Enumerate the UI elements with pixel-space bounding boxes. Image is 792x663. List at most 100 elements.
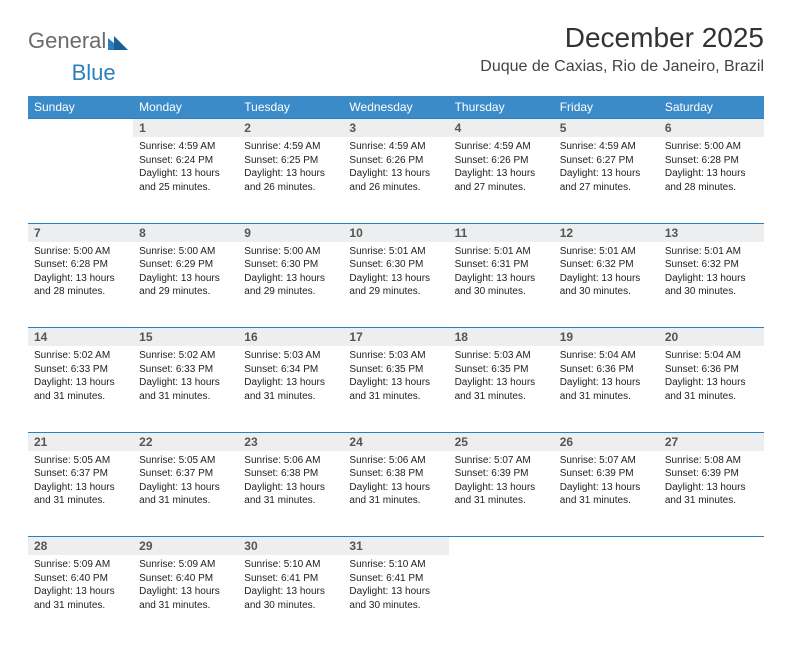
sunset-text: Sunset: 6:31 PM [455,258,548,272]
day-number-empty [659,537,764,556]
weekday-header: Friday [554,96,659,119]
weekday-header: Monday [133,96,238,119]
daynum-row: 28293031 [28,537,764,556]
daylight-text: Daylight: 13 hours [665,272,758,286]
brand-logo: General [28,22,130,54]
sunrise-text: Sunrise: 5:04 AM [560,349,653,363]
sunset-text: Sunset: 6:30 PM [244,258,337,272]
brand-part1: General [28,28,106,54]
sunset-text: Sunset: 6:32 PM [560,258,653,272]
daylight-text: Daylight: 13 hours [560,272,653,286]
day-cell-empty [28,137,133,223]
daybody-row: Sunrise: 5:00 AMSunset: 6:28 PMDaylight:… [28,242,764,328]
sunrise-text: Sunrise: 5:01 AM [665,245,758,259]
day-cell: Sunrise: 5:03 AMSunset: 6:34 PMDaylight:… [238,346,343,432]
day-cell: Sunrise: 5:01 AMSunset: 6:32 PMDaylight:… [554,242,659,328]
daylight-text: and 31 minutes. [244,494,337,508]
day-cell-empty [449,555,554,641]
sunset-text: Sunset: 6:36 PM [560,363,653,377]
day-cell: Sunrise: 4:59 AMSunset: 6:27 PMDaylight:… [554,137,659,223]
sunset-text: Sunset: 6:34 PM [244,363,337,377]
sunset-text: Sunset: 6:27 PM [560,154,653,168]
sunset-text: Sunset: 6:30 PM [349,258,442,272]
day-number: 30 [238,537,343,556]
sunrise-text: Sunrise: 5:01 AM [560,245,653,259]
daylight-text: and 28 minutes. [34,285,127,299]
daybody-row: Sunrise: 5:05 AMSunset: 6:37 PMDaylight:… [28,451,764,537]
day-number: 22 [133,432,238,451]
day-number: 20 [659,328,764,347]
day-number: 3 [343,119,448,138]
day-number: 13 [659,223,764,242]
day-number: 14 [28,328,133,347]
day-number: 27 [659,432,764,451]
daylight-text: Daylight: 13 hours [139,272,232,286]
daylight-text: Daylight: 13 hours [34,585,127,599]
sunrise-text: Sunrise: 5:07 AM [455,454,548,468]
day-cell-empty [659,555,764,641]
sunrise-text: Sunrise: 5:10 AM [244,558,337,572]
day-number-empty [554,537,659,556]
day-number: 1 [133,119,238,138]
sunrise-text: Sunrise: 5:01 AM [349,245,442,259]
daylight-text: Daylight: 13 hours [455,272,548,286]
sunset-text: Sunset: 6:28 PM [665,154,758,168]
sunrise-text: Sunrise: 4:59 AM [349,140,442,154]
sunrise-text: Sunrise: 5:00 AM [34,245,127,259]
sunset-text: Sunset: 6:40 PM [139,572,232,586]
calendar-page: General December 2025 Duque de Caxias, R… [0,0,792,663]
day-number: 26 [554,432,659,451]
daylight-text: and 31 minutes. [455,494,548,508]
sunset-text: Sunset: 6:38 PM [244,467,337,481]
daylight-text: and 31 minutes. [34,390,127,404]
weekday-header: Saturday [659,96,764,119]
sunset-text: Sunset: 6:25 PM [244,154,337,168]
daylight-text: Daylight: 13 hours [139,167,232,181]
sunset-text: Sunset: 6:33 PM [34,363,127,377]
sunrise-text: Sunrise: 5:00 AM [139,245,232,259]
day-cell: Sunrise: 5:09 AMSunset: 6:40 PMDaylight:… [28,555,133,641]
sunrise-text: Sunrise: 4:59 AM [244,140,337,154]
sunset-text: Sunset: 6:39 PM [560,467,653,481]
sunrise-text: Sunrise: 5:08 AM [665,454,758,468]
daylight-text: and 31 minutes. [139,599,232,613]
calendar-table: Sunday Monday Tuesday Wednesday Thursday… [28,96,764,641]
day-cell: Sunrise: 5:10 AMSunset: 6:41 PMDaylight:… [343,555,448,641]
daylight-text: Daylight: 13 hours [665,481,758,495]
daylight-text: Daylight: 13 hours [349,167,442,181]
daylight-text: and 31 minutes. [665,390,758,404]
sunrise-text: Sunrise: 5:03 AM [455,349,548,363]
day-cell: Sunrise: 5:05 AMSunset: 6:37 PMDaylight:… [28,451,133,537]
sunrise-text: Sunrise: 5:04 AM [665,349,758,363]
day-cell: Sunrise: 5:04 AMSunset: 6:36 PMDaylight:… [659,346,764,432]
weekday-header: Sunday [28,96,133,119]
day-number-empty [449,537,554,556]
daynum-row: 78910111213 [28,223,764,242]
daylight-text: and 30 minutes. [455,285,548,299]
day-cell: Sunrise: 5:00 AMSunset: 6:28 PMDaylight:… [28,242,133,328]
sunset-text: Sunset: 6:33 PM [139,363,232,377]
sunrise-text: Sunrise: 5:03 AM [349,349,442,363]
daylight-text: and 29 minutes. [349,285,442,299]
sunset-text: Sunset: 6:29 PM [139,258,232,272]
sunrise-text: Sunrise: 5:07 AM [560,454,653,468]
sunrise-text: Sunrise: 4:59 AM [139,140,232,154]
day-number: 4 [449,119,554,138]
daylight-text: and 31 minutes. [34,494,127,508]
daylight-text: and 30 minutes. [560,285,653,299]
daylight-text: Daylight: 13 hours [560,481,653,495]
day-cell: Sunrise: 5:00 AMSunset: 6:30 PMDaylight:… [238,242,343,328]
day-cell: Sunrise: 4:59 AMSunset: 6:24 PMDaylight:… [133,137,238,223]
daylight-text: Daylight: 13 hours [244,167,337,181]
daylight-text: and 31 minutes. [244,390,337,404]
daylight-text: and 27 minutes. [560,181,653,195]
sunrise-text: Sunrise: 5:09 AM [139,558,232,572]
daylight-text: and 31 minutes. [455,390,548,404]
weekday-header: Wednesday [343,96,448,119]
day-number: 7 [28,223,133,242]
daynum-row: 21222324252627 [28,432,764,451]
day-number: 6 [659,119,764,138]
sunset-text: Sunset: 6:37 PM [34,467,127,481]
sunrise-text: Sunrise: 5:05 AM [139,454,232,468]
sunrise-text: Sunrise: 5:05 AM [34,454,127,468]
